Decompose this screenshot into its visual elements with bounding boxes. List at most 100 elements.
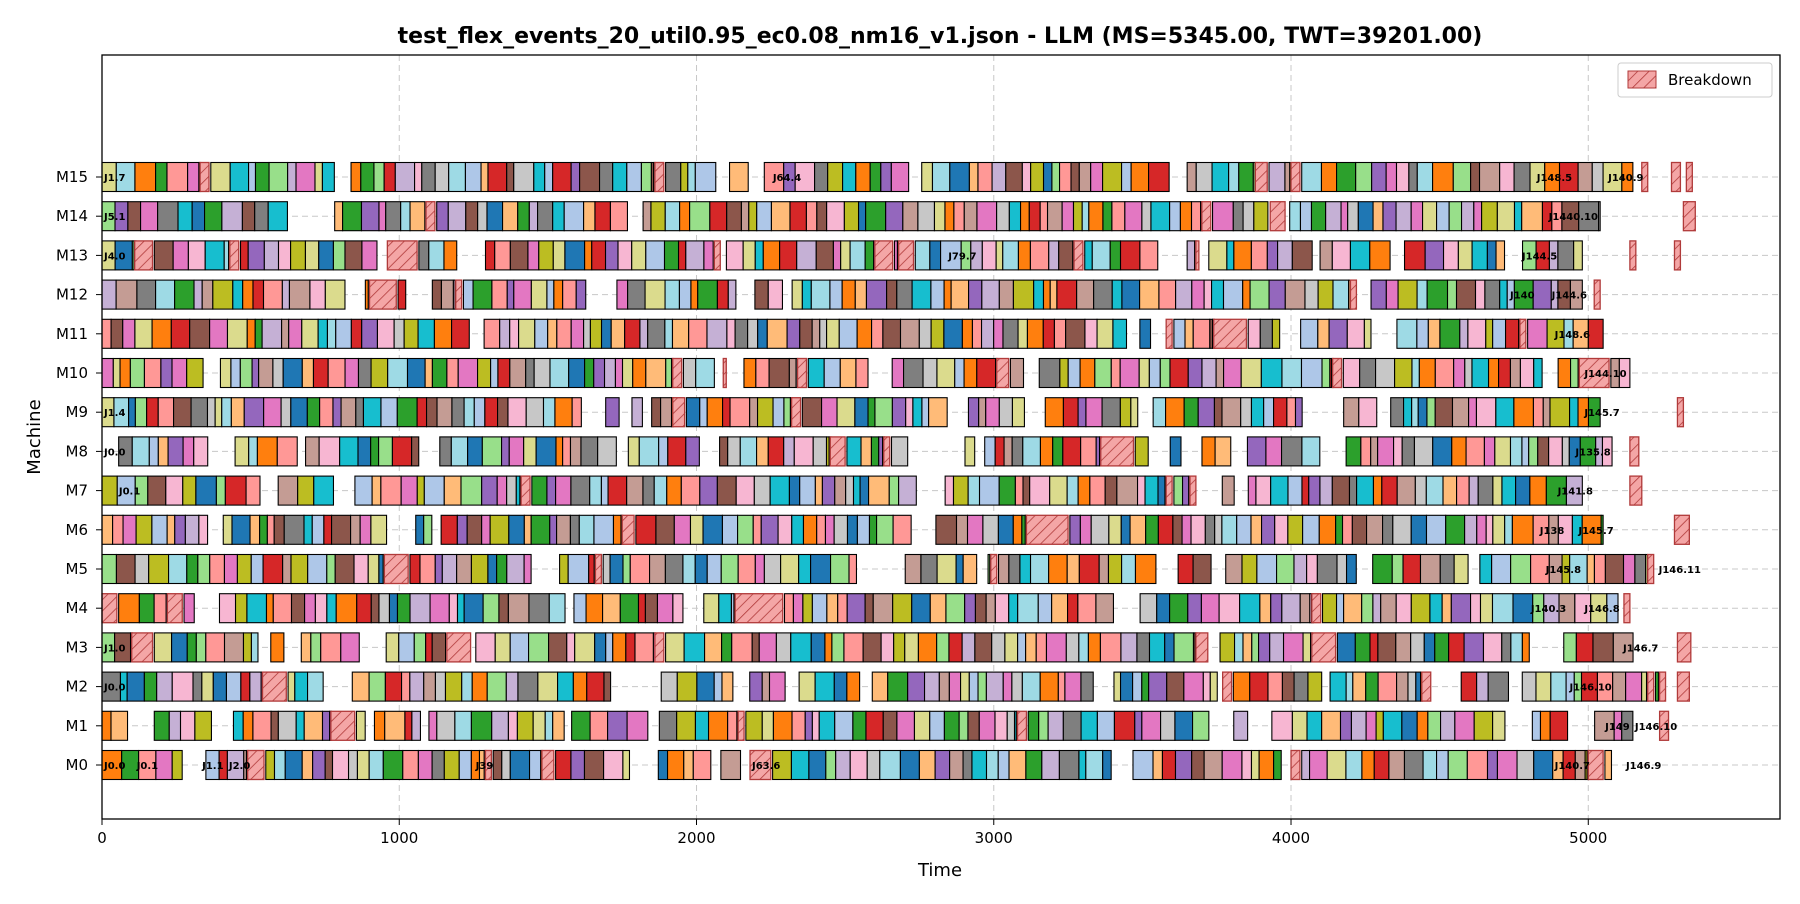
- operation-bar: [1039, 436, 1054, 467]
- operation-bar: [1450, 593, 1472, 624]
- operation-bar: [1250, 514, 1263, 545]
- y-axis-label: Machine: [24, 399, 45, 474]
- operation-bar: [229, 161, 250, 193]
- operation-bar: [1179, 201, 1193, 232]
- operation-bar: [1447, 749, 1468, 781]
- operation-bar: [1152, 749, 1163, 781]
- operation-bar: [1416, 279, 1428, 310]
- operation-bar: [716, 475, 737, 506]
- operation-bar: [1267, 671, 1283, 702]
- operation-bar: [1474, 279, 1486, 310]
- operation-bar: [516, 710, 534, 741]
- operation-bar: [1463, 632, 1485, 663]
- operation-bar: [1174, 749, 1193, 781]
- operation-bar: [1192, 710, 1210, 741]
- operation-bar: [496, 475, 508, 506]
- operation-bar: [945, 593, 966, 624]
- operation-bar: [1078, 161, 1092, 193]
- operation-bar: [209, 553, 225, 585]
- operation-bar: [749, 671, 763, 702]
- operation-bar: [1274, 514, 1289, 545]
- operation-bar: [314, 161, 323, 193]
- operation-bar: [664, 553, 684, 585]
- operation-bar: [1350, 710, 1367, 741]
- operation-bar: [1266, 240, 1279, 271]
- operation-bar: [331, 514, 352, 545]
- operation-bar: [307, 553, 328, 585]
- operation-bar: [490, 357, 499, 389]
- operation-bar: [1365, 710, 1377, 741]
- operation-bar: [1565, 475, 1583, 506]
- operation-bar: [1331, 240, 1351, 271]
- operation-bar: [1124, 201, 1143, 232]
- operation-bar: [991, 632, 1006, 663]
- operation-bar: [1478, 161, 1501, 193]
- operation-bar: [799, 318, 813, 349]
- operation-bar: [1175, 279, 1193, 310]
- operation-bar: [1284, 161, 1291, 193]
- operation-bar: [355, 397, 364, 428]
- operation-bar: [335, 593, 358, 624]
- operation-bar: [1139, 318, 1152, 349]
- operation-bar: [1269, 632, 1285, 663]
- operation-bar: [128, 397, 136, 428]
- operation-bar: [134, 318, 153, 349]
- operation-bar: [843, 632, 864, 663]
- operation-bar: [589, 475, 602, 506]
- machine-tick-label: M5: [66, 560, 89, 578]
- operation-bar: [842, 161, 857, 193]
- operation-bar: [1072, 201, 1083, 232]
- operation-bar: [562, 279, 577, 310]
- operation-bar: [865, 279, 888, 310]
- breakdown-bar: [1578, 357, 1610, 389]
- operation-bar: [737, 514, 754, 545]
- operation-bar: [865, 201, 887, 232]
- operation-bar: [421, 161, 436, 193]
- operation-bar: [248, 436, 258, 467]
- operation-bar: [660, 397, 673, 428]
- operation-bar: [1347, 201, 1359, 232]
- operation-bar: [955, 553, 964, 585]
- operation-bar: [1492, 710, 1506, 741]
- operation-bar: [882, 710, 898, 741]
- operation-bar: [775, 632, 792, 663]
- x-tick-label: 2000: [677, 829, 715, 847]
- operation-bar: [282, 553, 292, 585]
- operation-bar: [1471, 240, 1488, 271]
- operation-bar: [1247, 475, 1257, 506]
- operation-bar: [921, 161, 934, 193]
- machine-tick-label: M11: [56, 325, 88, 343]
- operation-bar: [1084, 318, 1098, 349]
- operation-bar: [1008, 593, 1019, 624]
- operation-bar: [191, 201, 206, 232]
- operation-bar: [920, 553, 938, 585]
- operation-bar: [548, 632, 568, 663]
- operation-bar: [134, 553, 150, 585]
- operation-bar: [312, 749, 326, 781]
- breakdown-bar: [1629, 436, 1640, 467]
- operation-bar: [411, 436, 420, 467]
- operation-bar: [1091, 240, 1111, 271]
- operation-bar: [1604, 749, 1613, 781]
- operation-bar: [411, 710, 421, 741]
- operation-bar: [1485, 318, 1494, 349]
- operation-bar: [246, 318, 256, 349]
- operation-bar: [277, 710, 297, 741]
- operation-bar: [1372, 201, 1384, 232]
- operation-bar: [902, 201, 919, 232]
- operation-bar: [673, 514, 692, 545]
- operation-bar: [494, 632, 511, 663]
- operation-bar: [557, 671, 574, 702]
- operation-bar: [609, 553, 624, 585]
- operation-bar: [1401, 710, 1418, 741]
- operation-bar: [1622, 553, 1636, 585]
- operation-bar: [770, 201, 791, 232]
- operation-bar: [482, 593, 500, 624]
- breakdown-bar: [1593, 279, 1601, 310]
- operation-bar: [187, 161, 200, 193]
- operation-bar: [209, 318, 229, 349]
- operation-bar: [1481, 201, 1498, 232]
- operation-bar: [839, 357, 857, 389]
- operation-bar: [305, 436, 320, 467]
- operation-bar: [1521, 436, 1530, 467]
